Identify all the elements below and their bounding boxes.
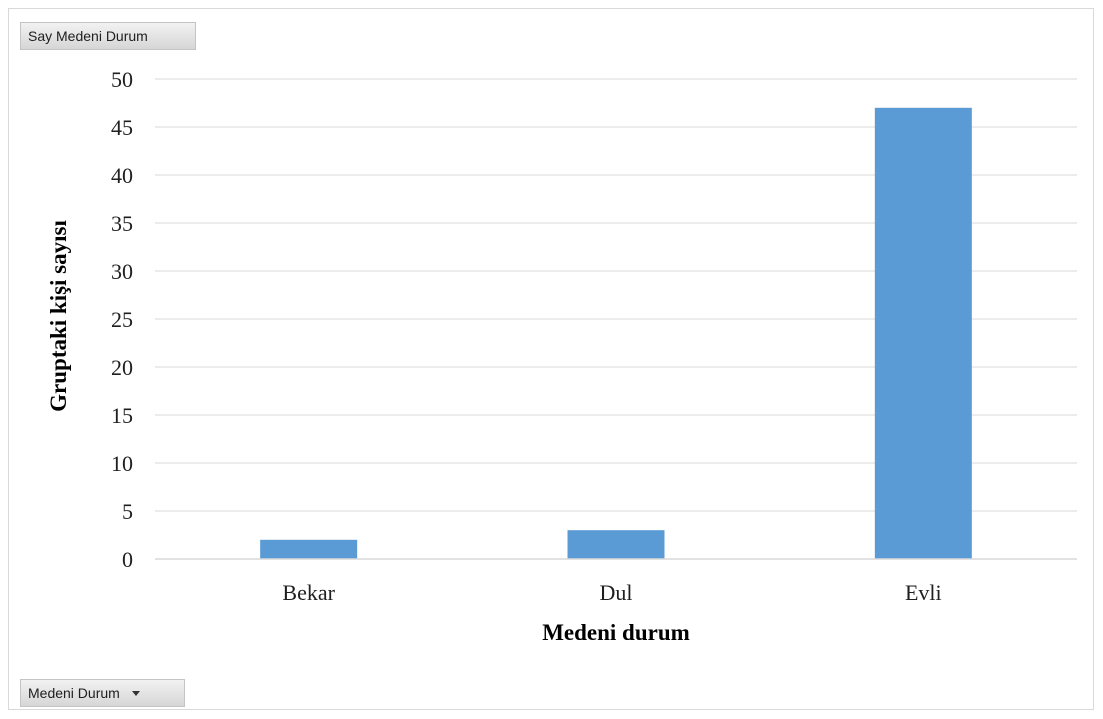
y-tick-label: 25 bbox=[111, 307, 133, 332]
y-tick-label: 50 bbox=[111, 67, 133, 92]
x-axis-title: Medeni durum bbox=[542, 620, 690, 645]
dropdown-arrow-icon[interactable] bbox=[131, 690, 140, 696]
x-tick-label-dul: Dul bbox=[600, 580, 633, 605]
y-tick-label: 40 bbox=[111, 163, 133, 188]
bar-evli[interactable] bbox=[874, 107, 972, 560]
y-tick-label: 15 bbox=[111, 403, 133, 428]
y-axis-title: Gruptaki kişi sayısı bbox=[46, 220, 71, 412]
y-tick-label: 20 bbox=[111, 355, 133, 380]
y-tick-label: 10 bbox=[111, 451, 133, 476]
axis-field-button[interactable]: Medeni Durum bbox=[20, 679, 185, 707]
bar-bekar[interactable] bbox=[260, 539, 358, 559]
y-tick-label: 45 bbox=[111, 115, 133, 140]
axis-field-label: Medeni Durum bbox=[28, 685, 120, 701]
y-tick-label: 30 bbox=[111, 259, 133, 284]
x-tick-label-evli: Evli bbox=[905, 580, 942, 605]
value-field-label: Say Medeni Durum bbox=[28, 28, 148, 44]
y-tick-label: 5 bbox=[122, 499, 133, 524]
bar-dul[interactable] bbox=[567, 530, 665, 559]
x-axis-ticks: Bekar Dul Evli bbox=[282, 580, 941, 605]
value-field-button[interactable]: Say Medeni Durum bbox=[20, 22, 196, 50]
bars bbox=[260, 107, 972, 560]
y-axis-ticks: 0 5 10 15 20 25 30 35 40 45 50 bbox=[111, 67, 133, 572]
y-tick-label: 0 bbox=[122, 547, 133, 572]
y-tick-label: 35 bbox=[111, 211, 133, 236]
x-tick-label-bekar: Bekar bbox=[282, 580, 335, 605]
